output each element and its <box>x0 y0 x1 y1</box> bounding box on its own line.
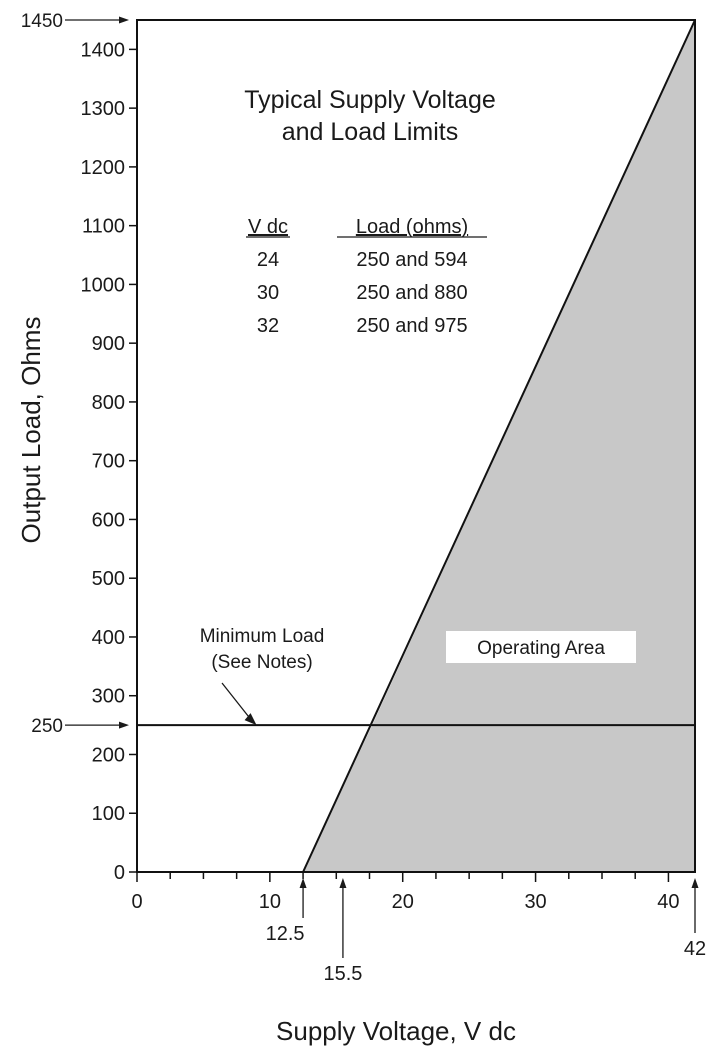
y-callout-label: 250 <box>31 716 63 737</box>
y-tick-label: 1100 <box>82 216 125 238</box>
x-callout-label: 15.5 <box>323 963 362 985</box>
minimum-load-arrow-shaft <box>221 682 252 720</box>
y-tick-label: 300 <box>92 686 125 708</box>
y-tick-label: 200 <box>92 744 125 766</box>
x-tick-label: 30 <box>524 891 546 913</box>
table-cell: 250 and 975 <box>356 315 467 337</box>
y-callout-label: 1450 <box>21 11 63 32</box>
chart-title-line: and Load Limits <box>282 118 459 146</box>
y-tick-label: 1400 <box>81 39 126 61</box>
table-header: V dc <box>248 216 288 238</box>
plot-frame <box>136 19 696 873</box>
minimum-load-label: (See Notes) <box>211 652 312 673</box>
x-axis-title: Supply Voltage, V dc <box>276 1016 516 1046</box>
operating-area-label: Operating Area <box>477 638 605 659</box>
y-tick-label: 600 <box>92 509 125 531</box>
x-callout-arrow-head <box>339 878 347 888</box>
x-tick-label: 40 <box>657 891 679 913</box>
y-tick-label: 800 <box>92 392 125 414</box>
y-tick-label: 1300 <box>81 98 126 120</box>
minimum-load-label: Minimum Load <box>200 626 325 647</box>
operating-area-label-box <box>446 631 636 663</box>
y-tick-label: 900 <box>92 333 125 355</box>
table-cell: 250 and 880 <box>356 282 467 304</box>
x-tick-label: 0 <box>131 891 142 913</box>
y-tick-label: 400 <box>92 627 125 649</box>
x-callout-label: 12.5 <box>266 923 305 945</box>
y-callout-arrow-head <box>119 16 129 24</box>
table-cell: 30 <box>257 282 279 304</box>
x-callout-arrow-head <box>299 878 307 888</box>
table-header: Load (ohms) <box>356 216 468 238</box>
x-callout-arrow-head <box>691 878 699 888</box>
y-tick-label: 0 <box>114 862 125 884</box>
x-tick-label: 10 <box>259 891 281 913</box>
x-tick-label: 20 <box>392 891 414 913</box>
y-tick-label: 100 <box>92 803 125 825</box>
y-tick-label: 500 <box>92 568 125 590</box>
y-tick-label: 1000 <box>81 274 126 296</box>
load-limit-line <box>302 19 696 873</box>
y-axis-title: Output Load, Ohms <box>16 317 46 544</box>
y-tick-label: 700 <box>92 451 125 473</box>
table-cell: 250 and 594 <box>356 249 467 271</box>
y-callout-arrow-head <box>119 721 129 729</box>
chart-title-line: Typical Supply Voltage <box>244 86 496 114</box>
table-cell: 24 <box>257 249 279 271</box>
x-callout-label: 42 <box>684 938 706 960</box>
table-cell: 32 <box>257 315 279 337</box>
y-tick-label: 1200 <box>81 157 126 179</box>
minimum-load-arrow-head <box>244 713 257 726</box>
